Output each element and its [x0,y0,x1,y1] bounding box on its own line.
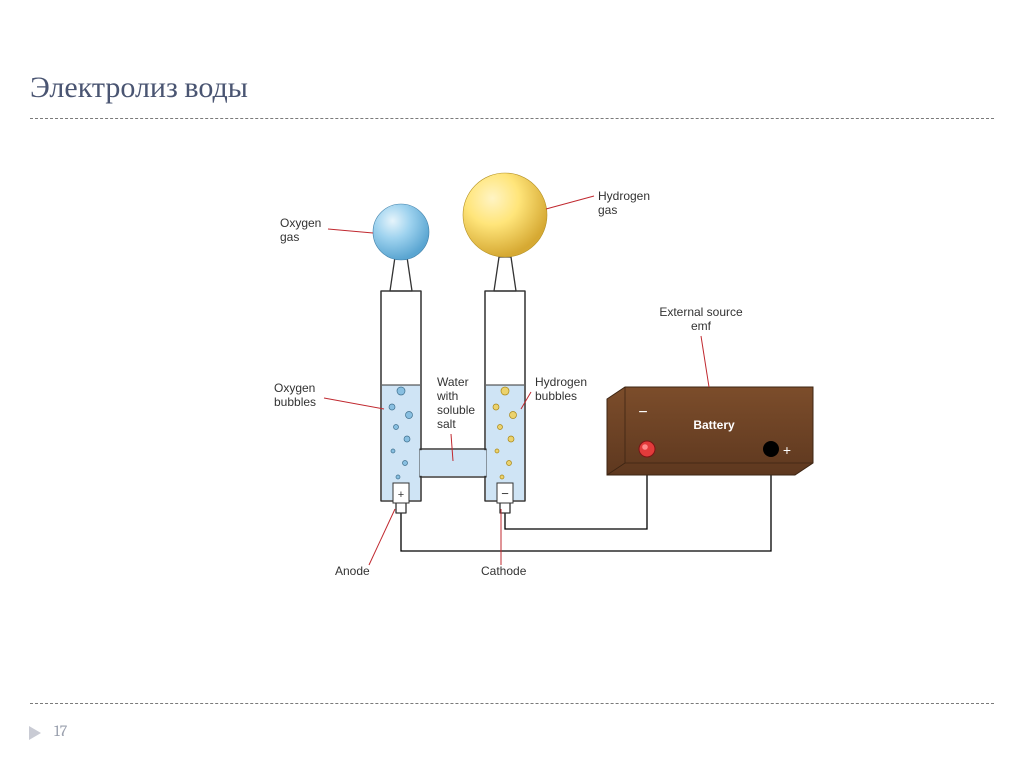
svg-text:bubbles: bubbles [274,395,316,409]
svg-text:−: − [501,486,509,501]
svg-text:External source: External source [659,305,743,319]
diagram-svg: +−Battery−+OxygengasHydrogengasExternal … [175,153,855,595]
page-number: 17 [54,722,67,740]
svg-text:−: − [638,404,647,421]
svg-text:Hydrogen: Hydrogen [598,189,650,203]
svg-text:+: + [398,489,404,501]
electrolysis-diagram: +−Battery−+OxygengasHydrogengasExternal … [175,153,855,595]
svg-text:Oxygen: Oxygen [280,216,321,230]
title-divider [30,118,994,119]
svg-text:Anode: Anode [335,564,370,578]
svg-text:soluble: soluble [437,403,475,417]
svg-text:Oxygen: Oxygen [274,381,315,395]
footer-divider [30,703,994,704]
next-arrow-icon [26,724,44,742]
svg-text:Battery: Battery [693,418,735,432]
svg-text:with: with [436,389,458,403]
svg-text:gas: gas [598,203,617,217]
svg-text:Hydrogen: Hydrogen [535,375,587,389]
svg-text:bubbles: bubbles [535,389,577,403]
svg-text:Water: Water [437,375,469,389]
svg-text:emf: emf [691,319,712,333]
svg-text:salt: salt [437,417,456,431]
svg-text:gas: gas [280,230,299,244]
slide: Электролиз воды +−Battery−+OxygengasHydr… [0,0,1024,768]
slide-title: Электролиз воды [30,70,248,105]
svg-text:Cathode: Cathode [481,564,527,578]
svg-text:+: + [783,442,791,458]
